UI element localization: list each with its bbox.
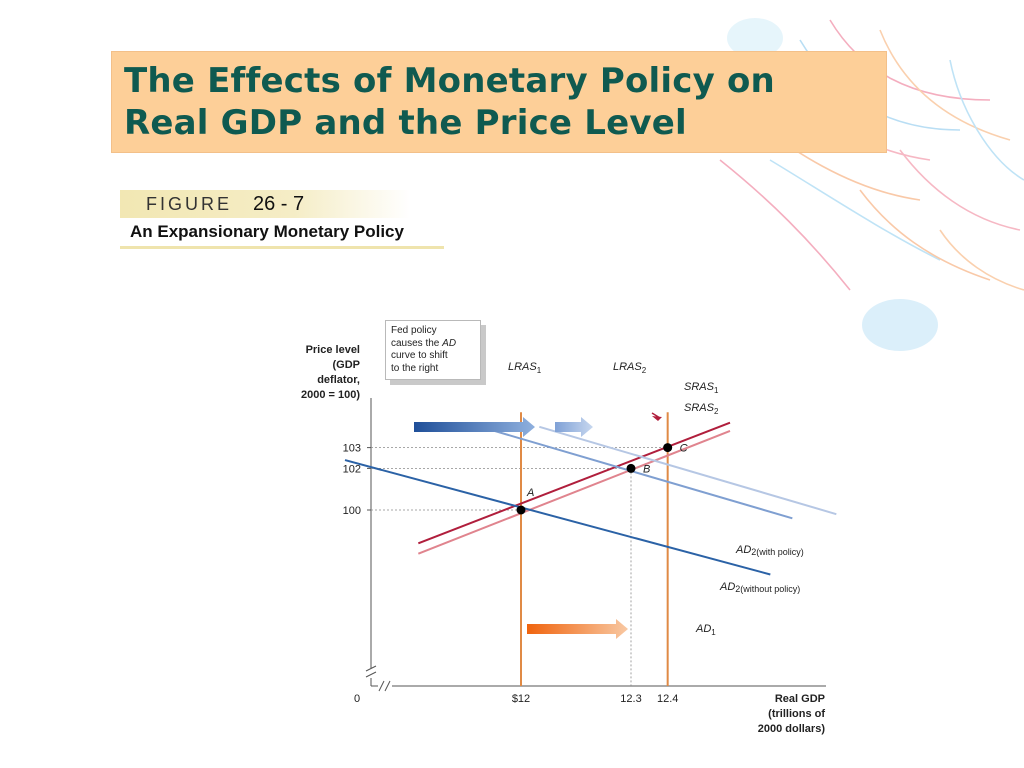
ad-shift-arrow — [414, 417, 535, 437]
ad-shift-arrow-2 — [555, 417, 593, 437]
curve-label-sub: 2(with policy) — [751, 547, 804, 557]
x-tick-label: $12 — [512, 693, 530, 705]
x-axis-label-line: 2000 dollars) — [757, 723, 825, 735]
curve-sras2 — [417, 430, 731, 555]
figure-word: FIGURE — [146, 194, 233, 214]
curve-label-sub: 1 — [714, 386, 719, 395]
note-line: causes the AD — [391, 338, 475, 351]
curve-ad2withpolicy — [539, 425, 837, 516]
y-tick-label: 100 — [343, 505, 361, 517]
equilibrium-point-a — [516, 505, 526, 515]
curve-label-sub: 2(without policy) — [735, 584, 800, 594]
curve-label-name: AD — [719, 581, 735, 593]
slide-title-line-2: Real GDP and the Price Level — [124, 103, 687, 143]
equilibrium-point-c — [663, 443, 673, 453]
origin-label: 0 — [354, 693, 360, 705]
slide-title-box: The Effects of Monetary Policy on Real G… — [112, 52, 886, 152]
x-axis-label: Real GDP (trillions of 2000 dollars) — [758, 692, 825, 737]
curve-label-sub: 2 — [714, 407, 719, 416]
equilibrium-point-b — [626, 463, 636, 473]
curve-label: AD2(with policy) — [735, 544, 804, 557]
curve-label: LRAS2 — [613, 361, 647, 375]
y-tick-label: 102 — [343, 463, 361, 475]
curve-label: AD1 — [695, 623, 716, 637]
x-tick-label: 12.3 — [620, 693, 641, 705]
lras-shift-arrow — [527, 619, 628, 639]
curve-label-name: SRAS — [684, 381, 715, 393]
y-tick-label: 103 — [343, 443, 361, 455]
chart-axes: 0 100 102 103 $12 12.3 12.4 — [343, 398, 826, 705]
curve-label: SRAS1 — [684, 381, 719, 395]
curve-label: AD2(without policy) — [719, 581, 800, 594]
note-emphasis: AD — [442, 337, 457, 349]
chart-guides — [371, 447, 668, 686]
curve-label-name: AD — [695, 623, 711, 635]
note-line: Fed policy — [391, 325, 437, 336]
note-line: to the right — [391, 362, 439, 374]
y-axis-label-line: (GDP — [332, 359, 361, 371]
x-axis-break-mark — [378, 680, 391, 692]
curve-label: LRAS1 — [508, 361, 542, 375]
curve-label-sub: 1 — [537, 366, 542, 375]
y-axis-label-line: deflator, — [317, 374, 360, 386]
figure-number: 26 - 7 — [253, 193, 305, 215]
point-label: B — [643, 463, 650, 475]
curve-label-sub: 2 — [642, 366, 647, 375]
x-axis-label-line: Real GDP — [774, 693, 825, 705]
curve-label-sub: 1 — [711, 628, 716, 637]
curve-ad1 — [344, 459, 771, 576]
x-axis-label-line: (trillions of — [768, 708, 825, 720]
y-axis-label: Price level (GDP deflator, 2000 = 100) — [301, 343, 360, 403]
curve-label-name: LRAS — [613, 361, 642, 373]
x-tick-label: 12.4 — [657, 693, 678, 705]
figure-label-band — [120, 190, 410, 218]
curve-label-name: AD — [735, 544, 751, 556]
note-text: causes the — [391, 337, 443, 349]
curve-label-name: LRAS — [508, 361, 537, 373]
point-label: C — [680, 443, 688, 455]
curve-label-name: SRAS — [684, 402, 715, 414]
slide-title-line-1: The Effects of Monetary Policy on — [124, 61, 775, 101]
curve-sras1 — [417, 421, 731, 545]
figure-caption: An Expansionary Monetary Policy — [130, 222, 404, 241]
y-axis-label-line: 2000 = 100) — [300, 389, 360, 401]
point-label: A — [526, 487, 534, 499]
shift-arrows — [414, 412, 662, 639]
y-axis-label-line: Price level — [305, 344, 360, 356]
sras-shift-stem — [651, 412, 661, 419]
note-line: curve to shift — [391, 350, 448, 361]
curve-label: SRAS2 — [684, 402, 719, 416]
figure-underline — [120, 246, 444, 249]
y-axis-break-mark — [365, 665, 377, 678]
fed-policy-note: Fed policy causes the AD curve to shift … — [385, 320, 481, 380]
